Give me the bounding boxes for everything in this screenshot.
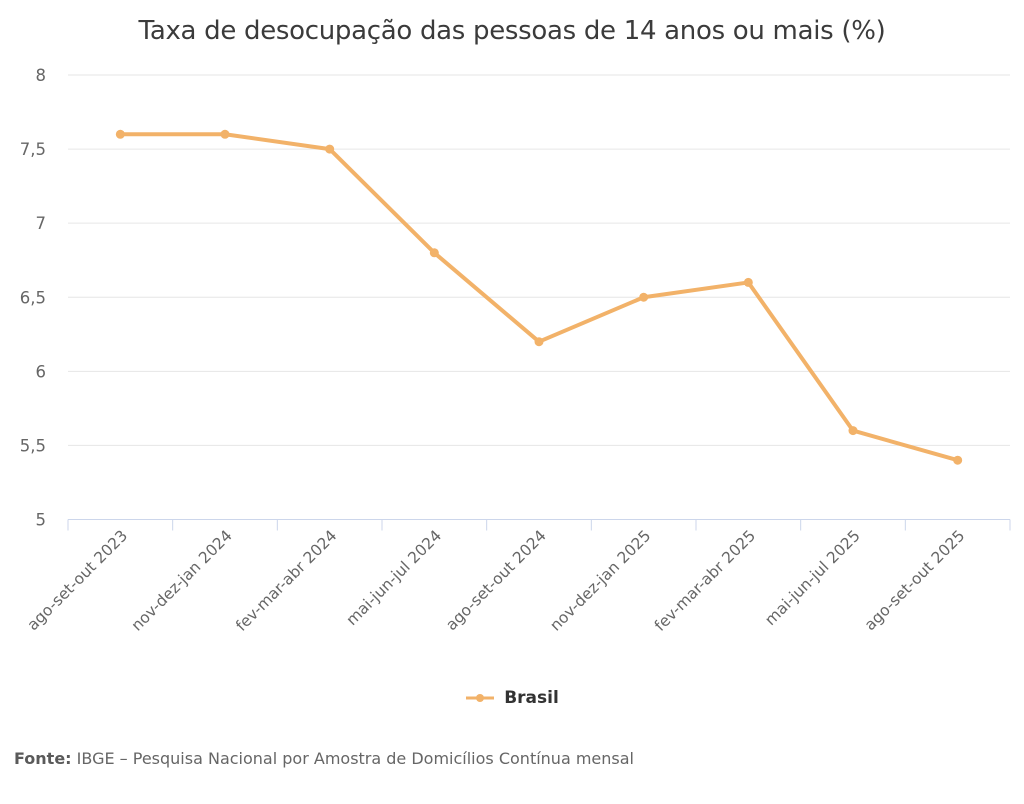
source-text: IBGE – Pesquisa Nacional por Amostra de … xyxy=(76,749,634,768)
x-axis-category-label: nov-dez-jan 2024 xyxy=(128,527,236,635)
legend-line-marker-icon xyxy=(466,694,495,702)
y-axis-tick-label: 7,5 xyxy=(20,140,46,159)
data-point[interactable] xyxy=(325,144,335,154)
y-axis-labels: 5 5,5 6 6,5 7 7,5 8 xyxy=(20,66,46,530)
y-axis-tick-label: 8 xyxy=(36,66,47,85)
x-axis-category-label: ago-set-out 2024 xyxy=(442,527,550,635)
data-point[interactable] xyxy=(953,455,963,465)
y-axis-tick-label: 5 xyxy=(36,511,47,530)
legend-item-brasil[interactable]: Brasil xyxy=(465,688,559,708)
data-point[interactable] xyxy=(220,129,230,139)
gridlines xyxy=(68,74,1010,446)
series-brasil xyxy=(115,129,963,465)
data-point[interactable] xyxy=(115,129,125,139)
x-axis-category-label: ago-set-out 2025 xyxy=(861,527,969,635)
source-label: Fonte: xyxy=(14,749,72,768)
line-chart-plot-area: 55,566,577,58 ago-set-out 2023nov-dez-ja… xyxy=(20,66,1011,635)
x-axis-category-label: mai-jun-jul 2025 xyxy=(761,527,863,629)
chart-title: Taxa de desocupação das pessoas de 14 an… xyxy=(138,16,886,46)
x-axis-category-label: fev-mar-abr 2024 xyxy=(232,527,340,635)
y-axis-tick-label: 7 xyxy=(36,214,47,233)
x-axis-category-label: mai-jun-jul 2024 xyxy=(343,527,445,629)
y-axis-tick-label: 6,5 xyxy=(20,288,46,307)
data-point[interactable] xyxy=(534,337,544,347)
x-axis-category-label: fev-mar-abr 2025 xyxy=(651,527,759,635)
chart-legend: Brasil xyxy=(0,688,1024,708)
data-point[interactable] xyxy=(639,292,649,302)
data-point[interactable] xyxy=(429,248,439,258)
x-axis xyxy=(67,519,1011,531)
x-axis-category-label: nov-dez-jan 2025 xyxy=(546,527,654,635)
y-axis-tick-label: 5,5 xyxy=(20,436,46,455)
legend-label: Brasil xyxy=(504,688,559,708)
source-note: Fonte: IBGE – Pesquisa Nacional por Amos… xyxy=(14,749,634,768)
data-point[interactable] xyxy=(743,277,753,287)
x-axis-category-label: ago-set-out 2023 xyxy=(24,527,132,635)
y-axis-tick-label: 6 xyxy=(36,362,47,381)
data-point[interactable] xyxy=(848,426,858,436)
